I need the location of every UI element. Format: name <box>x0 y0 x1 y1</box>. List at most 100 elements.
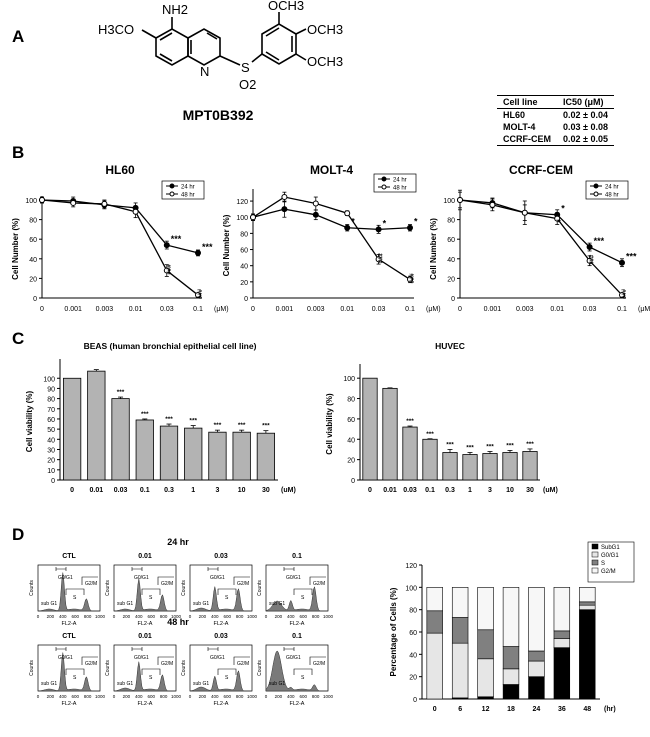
series-line-24hr <box>41 199 199 254</box>
pyridine-ring <box>187 28 221 66</box>
sulfonyl-o2-label: O2 <box>239 77 256 92</box>
gate-g0g1 <box>207 567 219 571</box>
ic50-value: 0.03 ± 0.08 <box>563 122 608 132</box>
data-point <box>344 224 351 231</box>
y-tick-label: 100 <box>43 376 55 383</box>
x-tick-label: 800 <box>312 614 320 619</box>
gate-s <box>65 668 85 675</box>
x-tick-label: 200 <box>123 694 131 699</box>
legend-entry: 24 hr <box>605 185 619 191</box>
legend-swatch <box>591 559 599 566</box>
x-tick-label: 0 <box>40 306 44 313</box>
legend-swatch <box>591 551 599 558</box>
x-tick-label: 0 <box>368 487 372 494</box>
significance-marker: *** <box>238 422 246 429</box>
stacked-segment-g2m <box>502 587 520 647</box>
x-tick-label: 200 <box>47 694 55 699</box>
stacked-segment-g2m <box>426 587 443 612</box>
gate-g2m <box>157 576 174 585</box>
x-tick-label: 1000 <box>95 694 106 699</box>
methoxy-low-label: OCH3 <box>307 54 343 69</box>
legend-marker <box>381 176 387 182</box>
x-tick-label: 400 <box>211 614 219 619</box>
x-tick-label: 600 <box>71 694 79 699</box>
nitrogen-label: N <box>200 64 209 79</box>
significance-marker: *** <box>262 423 270 430</box>
histogram-frame <box>37 564 101 612</box>
stacked-segment-g2m <box>477 587 494 631</box>
gate-label: G0/G1 <box>286 655 301 661</box>
x-tick-label: 0.003 <box>307 306 325 313</box>
legend-entry: G2/M <box>601 569 616 575</box>
gate-label: sub G1 <box>41 601 57 607</box>
gate-label: S <box>301 595 305 601</box>
legend-entry: 48 hr <box>393 186 407 192</box>
gate-label: G2/M <box>237 661 249 667</box>
x-tick-label: 1 <box>468 487 472 494</box>
gate-label: G2/M <box>85 581 97 587</box>
stacked-segment-s <box>451 617 469 644</box>
significance-marker: *** <box>626 252 637 262</box>
x-axis-label: FL2-A <box>290 701 305 707</box>
significance-marker: *** <box>594 236 605 246</box>
x-tick-label: 200 <box>123 614 131 619</box>
histogram-area <box>113 578 176 612</box>
y-tick-label: 60 <box>240 248 248 255</box>
stacked-segment-subg1 <box>579 609 596 700</box>
y-tick-label: 40 <box>29 257 37 264</box>
chart-title: CCRF-CEM <box>509 163 573 177</box>
ic50-header-value: IC50 (μM) <box>557 95 614 109</box>
y-tick-label: 20 <box>409 675 417 682</box>
y-axis-label: Counts <box>105 660 111 676</box>
x-tick-label: 0.01 <box>340 306 354 313</box>
x-tick-label: 0.001 <box>64 306 82 313</box>
legend-entry: 24 hr <box>181 185 195 191</box>
significance-marker: ### <box>379 253 385 264</box>
x-tick-label: 400 <box>59 694 67 699</box>
data-point <box>521 209 528 216</box>
significance-marker: * <box>561 204 565 214</box>
x-tick-label: 1000 <box>247 614 258 619</box>
x-axis-unit: (μM) <box>214 306 229 313</box>
stacked-segment-g0g1 <box>451 642 469 699</box>
significance-marker: *** <box>189 418 197 425</box>
y-tick-label: 0 <box>451 296 455 303</box>
y-tick-label: 100 <box>236 215 248 222</box>
significance-marker: *** <box>141 411 149 418</box>
y-axis-label: Counts <box>29 660 35 676</box>
stacked-segment-s <box>502 646 520 670</box>
data-point <box>281 194 288 201</box>
gate-label: sub G1 <box>117 601 133 607</box>
chemical-structure <box>141 12 307 66</box>
y-tick-label: 0 <box>33 296 37 303</box>
bar <box>232 431 251 481</box>
bar <box>442 452 458 481</box>
x-tick-label: 1000 <box>171 694 182 699</box>
data-point <box>250 214 256 221</box>
data-point <box>619 292 625 299</box>
bar <box>111 398 130 481</box>
legend-entry: S <box>601 561 605 567</box>
significance-marker: ### <box>167 264 173 275</box>
gate-g0g1 <box>283 567 295 571</box>
gate-g2m <box>233 576 250 585</box>
x-tick-label: 800 <box>84 614 92 619</box>
gate-s <box>141 588 161 595</box>
y-tick-label: 60 <box>409 630 417 637</box>
legend-entry: 24 hr <box>393 178 407 184</box>
x-tick-label: 6 <box>458 706 462 713</box>
data-point <box>586 257 593 264</box>
gate-label: G2/M <box>85 661 97 667</box>
gate-label: G2/M <box>313 661 325 667</box>
gate-g2m <box>157 656 174 665</box>
stacked-segment-s <box>579 601 596 606</box>
x-tick-label: 0.03 <box>583 306 597 313</box>
gate-g0g1 <box>283 647 295 651</box>
significance-marker: *** <box>165 416 173 423</box>
gate-label: S <box>225 595 229 601</box>
significance-marker: ### <box>590 254 596 265</box>
methoxy-top-label: OCH3 <box>268 0 304 13</box>
x-tick-label: 0.003 <box>96 306 114 313</box>
gate-label: G0/G1 <box>134 655 149 661</box>
